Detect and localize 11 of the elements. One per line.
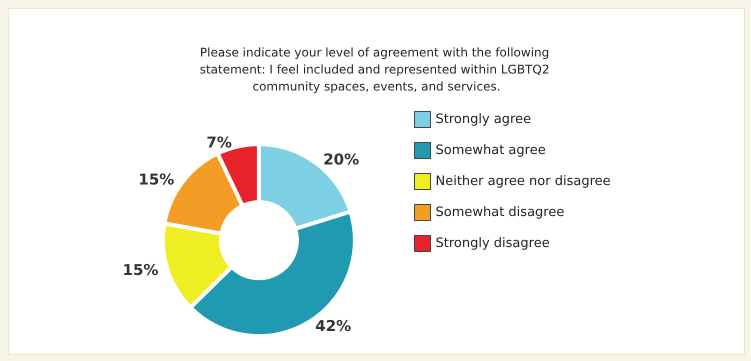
data-label: 15%: [122, 260, 158, 279]
data-label: 7%: [206, 134, 232, 152]
legend-label: Neither agree nor disagree: [436, 174, 611, 189]
legend-label: Strongly disagree: [436, 236, 550, 251]
data-label: 20%: [323, 150, 360, 169]
legend-label: Somewhat disagree: [436, 205, 564, 220]
legend-label: Somewhat agree: [436, 143, 546, 158]
chart-title: Please indicate your level of agreement with the following statement: I feel included and represented within LGBTQ2 community spaces, events, and services.: [200, 46, 554, 94]
legend-label: Strongly agree: [436, 112, 532, 127]
data-label: 15%: [138, 170, 174, 189]
data-label: 42%: [315, 316, 352, 335]
